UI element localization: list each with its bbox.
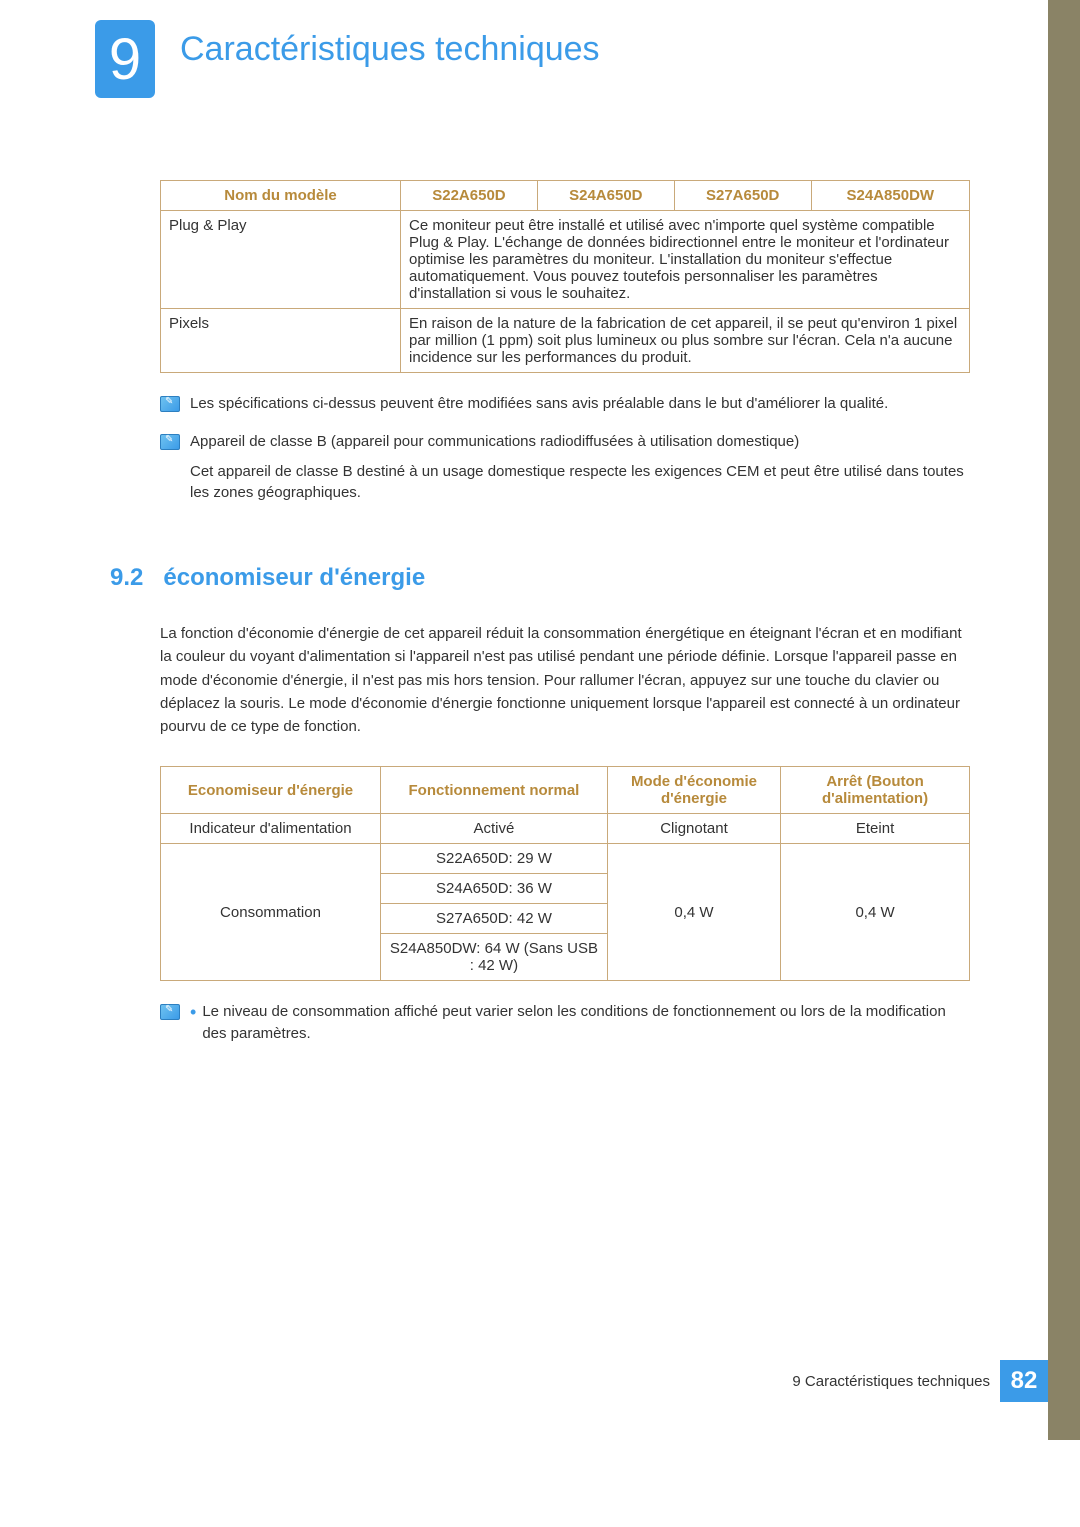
page-content: Nom du modèle S22A650D S24A650D S27A650D… xyxy=(160,180,970,1061)
specs-table-2: Economiseur d'énergie Fonctionnement nor… xyxy=(160,766,970,981)
chapter-title: Caractéristiques techniques xyxy=(180,30,600,69)
t2-h3: Arrêt (Bouton d'alimentation) xyxy=(781,767,970,814)
specs-table-1: Nom du modèle S22A650D S24A650D S27A650D… xyxy=(160,180,970,373)
t2-r2-c3: 0,4 W xyxy=(781,844,970,981)
note-2: Appareil de classe B (appareil pour comm… xyxy=(160,431,970,504)
note-3: • Le niveau de consommation affiché peut… xyxy=(160,1001,970,1045)
note-icon xyxy=(160,396,180,412)
section-heading: 9.2 économiseur d'énergie xyxy=(160,564,970,592)
table1-header-1: S22A650D xyxy=(401,181,538,211)
note-1-text: Les spécifications ci-dessus peuvent êtr… xyxy=(190,393,888,415)
t2-r2-c2: 0,4 W xyxy=(607,844,780,981)
t2-h1: Fonctionnement normal xyxy=(381,767,608,814)
table1-header-2: S24A650D xyxy=(537,181,674,211)
table1-header-model: Nom du modèle xyxy=(161,181,401,211)
table1-row0-label: Plug & Play xyxy=(161,211,401,309)
page-footer: 9 Caractéristiques techniques 82 xyxy=(792,1360,1048,1402)
table1-header-3: S27A650D xyxy=(674,181,811,211)
footer-text: 9 Caractéristiques techniques xyxy=(792,1373,990,1390)
t2-r1-label: Indicateur d'alimentation xyxy=(161,814,381,844)
note-icon xyxy=(160,434,180,450)
table1-row0-desc: Ce moniteur peut être installé et utilis… xyxy=(401,211,970,309)
note-icon xyxy=(160,1004,180,1020)
table1-row1-desc: En raison de la nature de la fabrication… xyxy=(401,309,970,373)
section-title: économiseur d'énergie xyxy=(163,564,425,592)
table1-row1-label: Pixels xyxy=(161,309,401,373)
side-accent-bar xyxy=(1048,0,1080,1440)
note-2-text: Appareil de classe B (appareil pour comm… xyxy=(190,431,970,504)
t2-cons-1: S24A650D: 36 W xyxy=(381,874,608,904)
t2-r2-label: Consommation xyxy=(161,844,381,981)
section-paragraph: La fonction d'économie d'énergie de cet … xyxy=(160,622,970,738)
t2-r1-c1: Activé xyxy=(381,814,608,844)
t2-cons-2: S27A650D: 42 W xyxy=(381,904,608,934)
bullet-icon: • xyxy=(190,1003,196,1021)
footer-page-number: 82 xyxy=(1000,1360,1048,1402)
note-3-text: Le niveau de consommation affiché peut v… xyxy=(202,1001,970,1045)
chapter-number-badge: 9 xyxy=(95,20,155,98)
note-1: Les spécifications ci-dessus peuvent êtr… xyxy=(160,393,970,415)
note-2-line1: Appareil de classe B (appareil pour comm… xyxy=(190,431,970,453)
t2-r1-c3: Eteint xyxy=(781,814,970,844)
t2-cons-0: S22A650D: 29 W xyxy=(381,844,608,874)
note-2-line2: Cet appareil de classe B destiné à un us… xyxy=(190,461,970,505)
t2-r1-c2: Clignotant xyxy=(607,814,780,844)
t2-h2: Mode d'économie d'énergie xyxy=(607,767,780,814)
section-number: 9.2 xyxy=(110,564,143,592)
table1-header-4: S24A850DW xyxy=(811,181,969,211)
t2-cons-3: S24A850DW: 64 W (Sans USB : 42 W) xyxy=(381,934,608,981)
t2-h0: Economiseur d'énergie xyxy=(161,767,381,814)
